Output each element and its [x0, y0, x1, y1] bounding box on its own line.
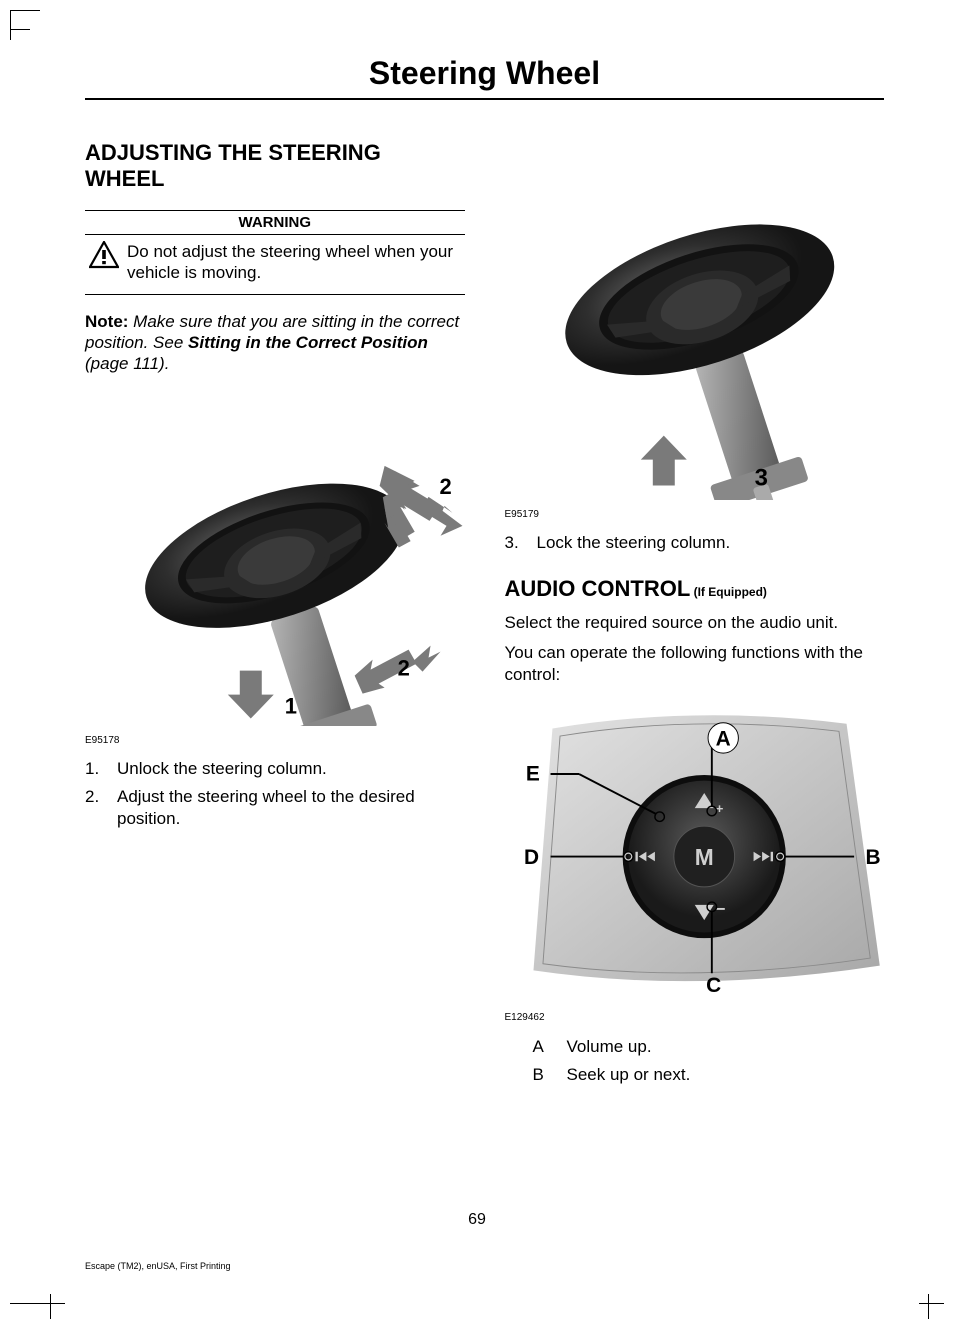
fig1-label-2a: 2 — [440, 474, 452, 499]
warning-triangle-icon — [89, 241, 119, 269]
step-3-text: Lock the steering column. — [537, 532, 731, 554]
page-number: 69 — [0, 1211, 954, 1229]
svg-text:−: − — [715, 899, 725, 918]
fig3-label-E: E — [525, 763, 539, 786]
step-2-number: 2. — [85, 786, 103, 830]
heading-audio-control: AUDIO CONTROL (If Equipped) — [505, 576, 885, 602]
fig3-label-A: A — [715, 727, 730, 750]
fig2-label-3: 3 — [754, 465, 767, 492]
fig1-label-1: 1 — [285, 694, 297, 719]
right-column: 3 E95179 3. Lock the steering column. AU… — [505, 140, 885, 1091]
fig1-label-2b: 2 — [398, 656, 410, 681]
page-content: Steering Wheel ADJUSTING THE STEERING WH… — [0, 0, 954, 1131]
heading-equipped-suffix: (If Equipped) — [690, 585, 767, 599]
legend-A-text: Volume up. — [567, 1035, 652, 1059]
legend-A-key: A — [533, 1035, 547, 1059]
figure-code-2: E95179 — [505, 509, 885, 520]
note-label: Note: — [85, 312, 128, 331]
step-1-number: 1. — [85, 758, 103, 780]
figure-code-1: E95178 — [85, 735, 465, 746]
step-3-number: 3. — [505, 532, 523, 554]
crop-mark-bottom-right — [914, 1289, 944, 1319]
legend-A: A Volume up. — [505, 1035, 885, 1059]
fig3-label-M: M — [694, 844, 713, 870]
figure-lock-column: 3 — [505, 140, 885, 500]
legend-B-key: B — [533, 1063, 547, 1087]
crop-mark-top-left — [10, 10, 40, 40]
svg-text:+: + — [715, 801, 723, 816]
figure-audio-control: M + − — [505, 700, 885, 1004]
two-column-layout: ADJUSTING THE STEERING WHEEL WARNING Do … — [85, 140, 884, 1091]
left-column: ADJUSTING THE STEERING WHEEL WARNING Do … — [85, 140, 465, 1091]
heading-audio-control-text: AUDIO CONTROL — [505, 576, 691, 601]
figure-adjust-wheel: 2 2 1 — [85, 386, 465, 726]
title-rule — [85, 98, 884, 100]
figure-code-3: E129462 — [505, 1012, 885, 1023]
note-paragraph: Note: Make sure that you are sitting in … — [85, 311, 465, 375]
heading-adjusting: ADJUSTING THE STEERING WHEEL — [85, 140, 465, 192]
warning-text: Do not adjust the steering wheel when yo… — [127, 241, 461, 284]
step-2: 2. Adjust the steering wheel to the desi… — [85, 786, 465, 830]
note-tail: (page 111). — [85, 354, 169, 373]
step-2-text: Adjust the steering wheel to the desired… — [117, 786, 465, 830]
note-link: Sitting in the Correct Position — [188, 333, 428, 352]
legend-B-text: Seek up or next. — [567, 1063, 691, 1087]
fig3-label-D: D — [523, 846, 538, 869]
step-1-text: Unlock the steering column. — [117, 758, 327, 780]
step-3: 3. Lock the steering column. — [505, 532, 885, 554]
fig3-label-B: B — [865, 846, 880, 869]
step-1: 1. Unlock the steering column. — [85, 758, 465, 780]
footer-text: Escape (TM2), enUSA, First Printing — [85, 1261, 231, 1271]
fig3-label-C: C — [706, 974, 721, 997]
warning-body: Do not adjust the steering wheel when yo… — [85, 235, 465, 295]
crop-mark-bottom-left — [10, 1289, 40, 1319]
audio-p1: Select the required source on the audio … — [505, 612, 885, 634]
warning-label: WARNING — [85, 210, 465, 235]
legend-B: B Seek up or next. — [505, 1063, 885, 1087]
warning-box: WARNING Do not adjust the steering wheel… — [85, 210, 465, 295]
audio-p2: You can operate the following functions … — [505, 642, 885, 686]
page-title: Steering Wheel — [85, 55, 884, 92]
